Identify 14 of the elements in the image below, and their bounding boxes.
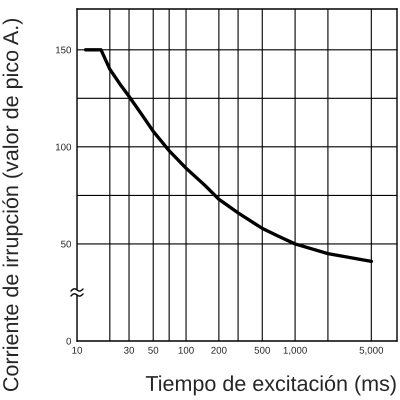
y-axis-title: Corriente de irrupción (valor de pico A.) bbox=[2, 18, 23, 392]
x-tick-label: 1,000 bbox=[284, 346, 307, 355]
x-axis-title: Tiempo de excitación (ms) bbox=[146, 375, 396, 396]
x-tick-label: 50 bbox=[148, 346, 158, 354]
x-tick-label: 5,000 bbox=[360, 346, 384, 355]
x-tick-label: 30 bbox=[124, 346, 134, 354]
x-tick-label: 100 bbox=[178, 346, 194, 354]
y-tick-label: 100 bbox=[56, 144, 72, 150]
y-tick-label: 50 bbox=[61, 240, 72, 248]
x-tick-label: 500 bbox=[254, 346, 270, 354]
x-tick-label: 10 bbox=[72, 346, 82, 354]
y-tick-label: 150 bbox=[56, 46, 72, 54]
y-tick-label: 0 bbox=[66, 338, 72, 345]
x-tick-label: 200 bbox=[211, 346, 227, 354]
